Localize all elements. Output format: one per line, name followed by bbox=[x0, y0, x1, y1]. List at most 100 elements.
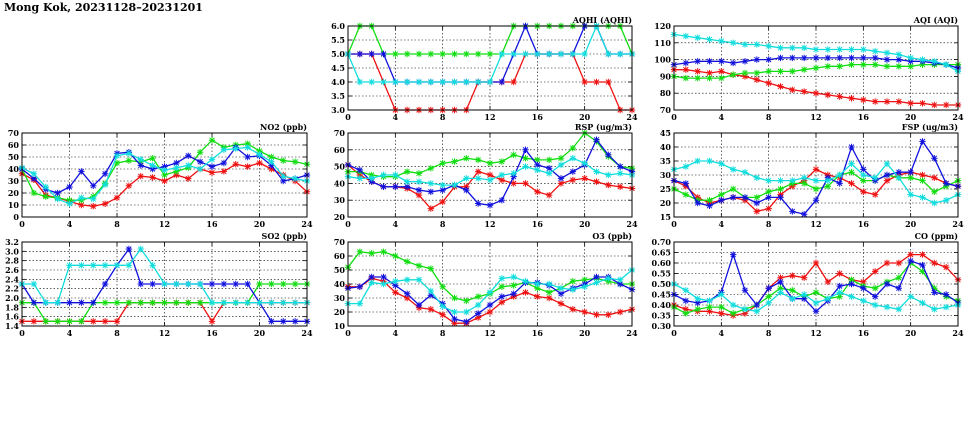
chart-title: AQI (AQI) bbox=[913, 15, 958, 25]
data-point-cyan bbox=[605, 171, 612, 179]
data-point-cyan bbox=[871, 48, 879, 55]
data-point-blue bbox=[427, 188, 435, 195]
data-point-green bbox=[895, 63, 903, 70]
x-tick-label: 4 bbox=[719, 328, 725, 338]
data-point-red bbox=[741, 73, 749, 80]
data-point-cyan bbox=[220, 146, 228, 153]
data-point-green bbox=[427, 50, 435, 58]
data-point-cyan bbox=[78, 262, 85, 269]
data-point-blue bbox=[498, 293, 506, 300]
data-point-cyan bbox=[569, 286, 577, 293]
data-point-blue bbox=[78, 168, 85, 175]
data-point-red bbox=[137, 173, 144, 180]
data-point-green bbox=[860, 61, 867, 68]
data-point-cyan bbox=[185, 162, 192, 169]
x-tick-label: 8 bbox=[766, 112, 772, 122]
data-point-cyan bbox=[593, 168, 600, 175]
y-tick-label: 4.5 bbox=[331, 63, 345, 73]
data-point-cyan bbox=[356, 175, 364, 182]
data-point-red bbox=[268, 165, 275, 173]
data-point-blue bbox=[244, 153, 251, 161]
data-point-cyan bbox=[486, 289, 494, 296]
data-point-green bbox=[753, 69, 761, 77]
data-point-cyan bbox=[451, 308, 458, 316]
x-tick-label: 24 bbox=[952, 112, 964, 122]
data-point-green bbox=[498, 158, 506, 165]
x-tick-label: 20 bbox=[579, 112, 591, 122]
y-tick-label: 25 bbox=[660, 184, 671, 194]
chart-o3: 0 4 8 12 16 20 24 10 20 30 40 50 60 70 O3 (ppb) bbox=[334, 231, 638, 338]
data-point-cyan bbox=[196, 280, 204, 288]
data-point-blue bbox=[729, 194, 737, 201]
data-point-cyan bbox=[403, 276, 411, 283]
data-point-cyan bbox=[208, 156, 216, 163]
data-point-cyan bbox=[800, 174, 808, 181]
data-point-cyan bbox=[30, 170, 38, 177]
data-point-cyan bbox=[510, 273, 517, 281]
data-point-cyan bbox=[291, 299, 299, 306]
data-point-green bbox=[777, 285, 784, 292]
data-point-cyan bbox=[907, 191, 914, 198]
data-point-red bbox=[848, 95, 855, 102]
data-point-green bbox=[451, 294, 458, 302]
data-point-cyan bbox=[682, 287, 690, 294]
data-point-cyan bbox=[268, 158, 275, 165]
data-point-red bbox=[593, 311, 600, 318]
data-point-red bbox=[427, 306, 435, 313]
data-point-blue bbox=[895, 169, 903, 176]
y-tick-label: 3.5 bbox=[331, 91, 345, 101]
data-point-red bbox=[895, 98, 903, 105]
y-tick-label: 110 bbox=[654, 38, 671, 48]
data-point-green bbox=[718, 191, 725, 198]
y-tick-label: 0.50 bbox=[652, 279, 672, 289]
data-point-cyan bbox=[616, 50, 624, 58]
data-point-green bbox=[581, 276, 588, 283]
data-point-red bbox=[581, 78, 588, 86]
data-point-green bbox=[474, 156, 482, 164]
x-tick-label: 12 bbox=[484, 112, 495, 122]
data-point-red bbox=[616, 308, 624, 316]
data-point-cyan bbox=[463, 175, 470, 182]
y-tick-label: 70 bbox=[334, 237, 346, 247]
x-tick-label: 24 bbox=[301, 328, 313, 338]
data-point-blue bbox=[66, 183, 73, 191]
data-point-cyan bbox=[741, 169, 749, 176]
data-point-cyan bbox=[593, 279, 600, 286]
y-tick-label: 20 bbox=[334, 307, 346, 317]
data-point-blue bbox=[356, 283, 364, 290]
data-point-green bbox=[474, 50, 482, 58]
data-point-red bbox=[557, 300, 565, 307]
data-point-red bbox=[871, 98, 879, 105]
data-point-cyan bbox=[789, 295, 796, 302]
data-point-blue bbox=[883, 171, 891, 179]
data-point-cyan bbox=[113, 262, 121, 269]
data-point-cyan bbox=[895, 174, 903, 181]
data-point-green bbox=[149, 299, 156, 306]
data-point-green bbox=[291, 280, 299, 288]
data-point-blue bbox=[931, 155, 938, 162]
data-point-green bbox=[907, 174, 914, 181]
chart-rsp: 0 4 8 12 16 20 24 20 30 40 50 60 70 RSP (ug/m3) bbox=[334, 122, 638, 229]
data-point-green bbox=[380, 248, 387, 255]
x-tick-label: 16 bbox=[206, 219, 218, 229]
data-point-green bbox=[919, 268, 926, 275]
x-tick-label: 24 bbox=[952, 328, 964, 338]
data-point-red bbox=[593, 78, 600, 86]
data-point-green bbox=[256, 147, 263, 155]
data-point-cyan bbox=[256, 151, 263, 158]
data-point-red bbox=[78, 201, 85, 209]
data-point-green bbox=[498, 283, 506, 290]
data-point-blue bbox=[729, 251, 737, 258]
data-point-cyan bbox=[368, 175, 375, 182]
x-tick-label: 4 bbox=[393, 112, 399, 122]
data-point-green bbox=[569, 144, 577, 152]
data-point-red bbox=[718, 68, 725, 75]
data-point-cyan bbox=[522, 163, 529, 170]
data-point-cyan bbox=[741, 306, 749, 313]
data-point-blue bbox=[368, 50, 375, 58]
data-point-cyan bbox=[232, 145, 239, 152]
data-point-blue bbox=[848, 143, 855, 151]
data-point-cyan bbox=[694, 295, 701, 302]
data-point-cyan bbox=[498, 275, 506, 282]
